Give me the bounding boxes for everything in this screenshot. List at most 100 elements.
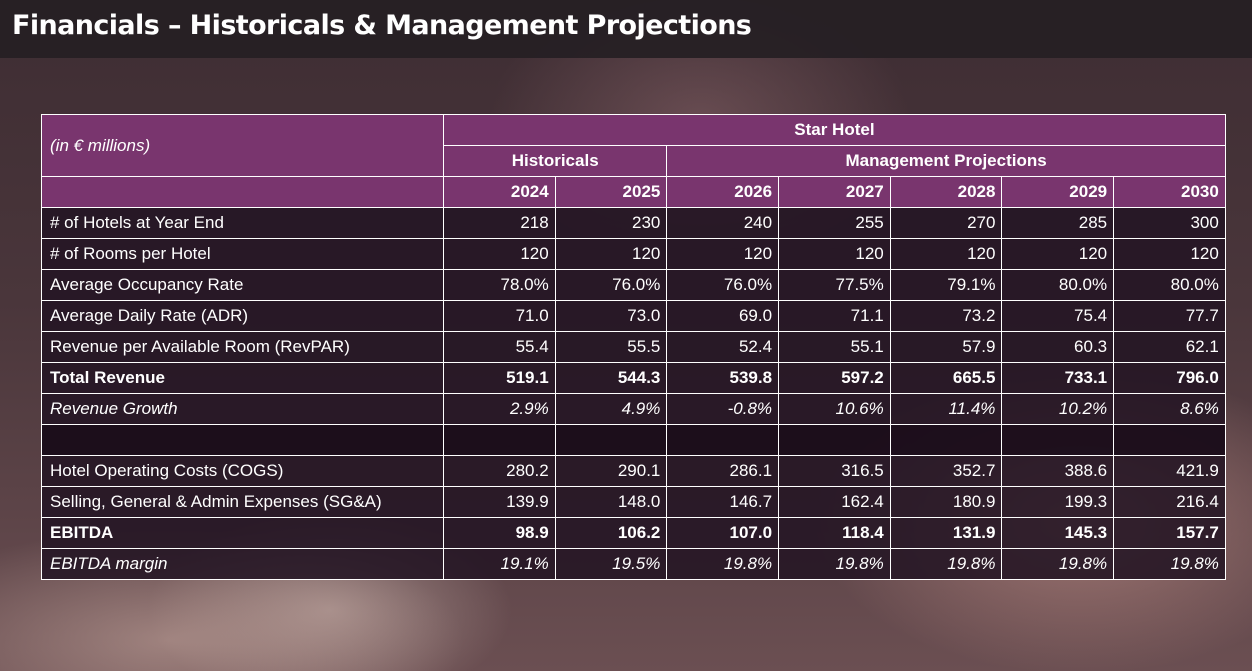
value-cell <box>778 424 891 456</box>
value-cell: 80.0% <box>1113 269 1226 301</box>
value-cell <box>889 424 1003 456</box>
value-cell: 2.9% <box>443 393 556 425</box>
value-cell: 106.2 <box>554 517 668 549</box>
row-label: Revenue per Available Room (RevPAR) <box>41 331 444 363</box>
value-cell: 69.0 <box>666 300 780 332</box>
value-cell: -0.8% <box>666 393 780 425</box>
value-cell: 19.1% <box>443 548 556 580</box>
value-cell: 146.7 <box>666 486 780 518</box>
row-label: Average Daily Rate (ADR) <box>41 300 444 332</box>
value-cell: 286.1 <box>666 455 780 487</box>
table-row: Average Occupancy Rate 78.0% 76.0% 76.0% 77.… <box>41 269 1226 301</box>
row-label: Selling, General & Admin Expenses (SG&A) <box>41 486 444 518</box>
row-label: Hotel Operating Costs (COGS) <box>41 455 444 487</box>
value-cell: 139.9 <box>443 486 556 518</box>
table-row: EBITDA margin 19.1% 19.5% 19.8% 19.8% 19.8% 19… <box>41 548 1226 580</box>
value-cell: 733.1 <box>1001 362 1115 394</box>
spacer-row <box>41 424 1226 456</box>
value-cell: 77.5% <box>778 269 891 301</box>
value-cell: 199.3 <box>1001 486 1115 518</box>
value-cell: 55.5 <box>554 331 668 363</box>
historicals-header: Historicals <box>442 145 668 177</box>
value-cell: 300 <box>1113 207 1226 239</box>
row-label: EBITDA margin <box>41 548 444 580</box>
value-cell: 19.8% <box>778 548 891 580</box>
value-cell: 218 <box>443 207 556 239</box>
row-label <box>41 424 444 456</box>
year-header: 2029 <box>1001 176 1115 208</box>
row-label: Total Revenue <box>41 362 444 394</box>
value-cell: 76.0% <box>554 269 668 301</box>
value-cell: 98.9 <box>443 517 556 549</box>
value-cell: 79.1% <box>889 269 1003 301</box>
table-row: Selling, General & Admin Expenses (SG&A)… <box>41 486 1226 518</box>
value-cell: 80.0% <box>1001 269 1115 301</box>
value-cell: 280.2 <box>443 455 556 487</box>
value-cell: 73.0 <box>554 300 668 332</box>
value-cell: 148.0 <box>554 486 668 518</box>
units-caption: (in € millions) <box>41 114 444 177</box>
value-cell: 665.5 <box>889 362 1003 394</box>
value-cell: 539.8 <box>666 362 780 394</box>
value-cell: 388.6 <box>1001 455 1115 487</box>
value-cell: 145.3 <box>1001 517 1115 549</box>
value-cell: 10.2% <box>1001 393 1115 425</box>
value-cell: 255 <box>778 207 891 239</box>
value-cell: 216.4 <box>1113 486 1226 518</box>
year-header: 2028 <box>889 176 1003 208</box>
value-cell: 120 <box>666 238 780 270</box>
value-cell: 19.8% <box>1001 548 1115 580</box>
value-cell: 597.2 <box>778 362 891 394</box>
page-title: Financials – Historicals & Management Pr… <box>12 10 752 41</box>
value-cell: 120 <box>443 238 556 270</box>
value-cell: 52.4 <box>666 331 780 363</box>
table-row: Average Daily Rate (ADR) 71.0 73.0 69.0 71.1… <box>41 300 1226 332</box>
value-cell: 10.6% <box>778 393 891 425</box>
value-cell: 316.5 <box>778 455 891 487</box>
value-cell: 55.4 <box>443 331 556 363</box>
value-cell <box>443 424 556 456</box>
blank-header-cell <box>41 176 444 208</box>
year-header: 2024 <box>443 176 556 208</box>
table-row: Revenue Growth 2.9% 4.9% -0.8% 10.6% 11.4% 10.… <box>41 393 1226 425</box>
value-cell <box>666 424 780 456</box>
row-label: Average Occupancy Rate <box>41 269 444 301</box>
value-cell: 285 <box>1001 207 1115 239</box>
year-header: 2027 <box>778 176 891 208</box>
year-header: 2025 <box>554 176 668 208</box>
value-cell: 77.7 <box>1113 300 1226 332</box>
value-cell: 76.0% <box>666 269 780 301</box>
value-cell: 57.9 <box>889 331 1003 363</box>
value-cell: 240 <box>666 207 780 239</box>
value-cell: 352.7 <box>889 455 1003 487</box>
value-cell: 180.9 <box>889 486 1003 518</box>
value-cell: 544.3 <box>554 362 668 394</box>
value-cell: 19.8% <box>666 548 780 580</box>
row-label: EBITDA <box>41 517 444 549</box>
value-cell: 421.9 <box>1113 455 1226 487</box>
table-row: # of Rooms per Hotel 120 120 120 120 120 120 12… <box>41 238 1226 270</box>
table-body: # of Hotels at Year End 218 230 240 255 270 28… <box>41 207 1226 580</box>
value-cell: 11.4% <box>889 393 1003 425</box>
year-header: 2030 <box>1113 176 1226 208</box>
table-row: Hotel Operating Costs (COGS) 280.2 290.1 28… <box>41 455 1226 487</box>
table-row: Total Revenue 519.1 544.3 539.8 597.2 665.5 73… <box>41 362 1226 394</box>
value-cell: 120 <box>889 238 1003 270</box>
value-cell: 73.2 <box>889 300 1003 332</box>
value-cell: 8.6% <box>1113 393 1226 425</box>
value-cell: 120 <box>1113 238 1226 270</box>
value-cell: 162.4 <box>778 486 891 518</box>
value-cell: 519.1 <box>443 362 556 394</box>
value-cell: 270 <box>889 207 1003 239</box>
entity-header: Star Hotel <box>443 114 1226 146</box>
value-cell: 62.1 <box>1113 331 1226 363</box>
value-cell: 71.0 <box>443 300 556 332</box>
title-bar: Financials – Historicals & Management Pr… <box>0 0 1252 58</box>
value-cell: 120 <box>554 238 668 270</box>
row-label: Revenue Growth <box>41 393 444 425</box>
value-cell: 75.4 <box>1001 300 1115 332</box>
value-cell: 120 <box>778 238 891 270</box>
value-cell: 55.1 <box>778 331 891 363</box>
row-label: # of Hotels at Year End <box>41 207 444 239</box>
value-cell: 796.0 <box>1113 362 1226 394</box>
